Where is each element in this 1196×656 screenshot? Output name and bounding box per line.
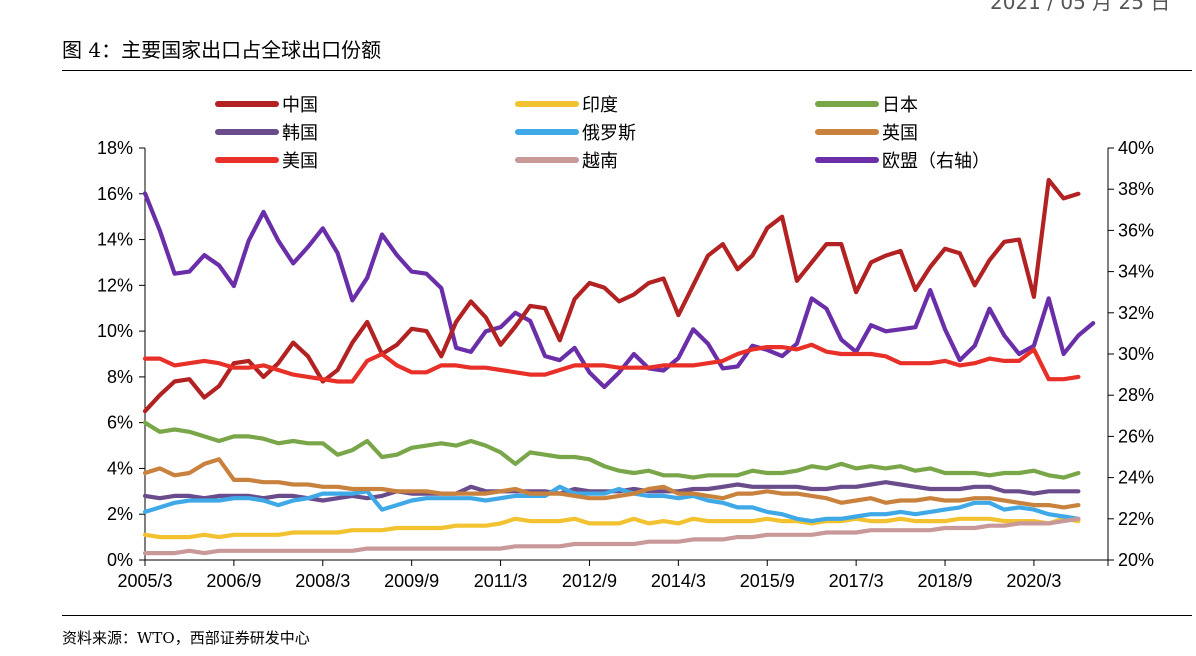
left-tick-label: 6% <box>107 413 133 433</box>
series-line-欧盟（右轴） <box>142 191 1096 390</box>
x-tick-label: 2015/9 <box>740 571 795 591</box>
x-tick-label: 2011/3 <box>474 571 528 591</box>
figure-title: 图 4：主要国家出口占全球出口份额 <box>62 38 382 62</box>
title-divider <box>62 70 1192 71</box>
x-tick-label: 2020/3 <box>1006 571 1061 591</box>
right-tick-label: 34% <box>1118 262 1154 282</box>
x-tick-label: 2018/9 <box>917 571 972 591</box>
right-tick-label: 32% <box>1118 303 1154 323</box>
x-tick-label: 2005/3 <box>117 571 172 591</box>
right-tick-label: 24% <box>1118 468 1154 488</box>
chart-lines <box>142 177 1096 556</box>
right-tick-label: 28% <box>1118 385 1154 405</box>
legend-label: 日本 <box>882 95 918 116</box>
series-line-中国 <box>142 177 1081 414</box>
legend-label: 俄罗斯 <box>582 123 636 144</box>
right-tick-label: 38% <box>1118 179 1154 199</box>
left-tick-label: 16% <box>97 184 133 204</box>
x-tick-label: 2017/3 <box>829 571 884 591</box>
right-tick-label: 36% <box>1118 220 1154 240</box>
right-tick-label: 40% <box>1118 138 1154 158</box>
legend-label: 英国 <box>882 123 918 144</box>
left-tick-label: 0% <box>107 550 133 570</box>
right-tick-label: 26% <box>1118 426 1154 446</box>
left-tick-label: 10% <box>97 321 133 341</box>
legend-label: 欧盟（右轴） <box>882 151 990 172</box>
source-divider <box>62 615 1192 616</box>
header-date: 2021 / 05 月 25 日 <box>990 0 1171 14</box>
x-tick-label: 2009/9 <box>384 571 439 591</box>
x-tick-label: 2012/9 <box>562 571 617 591</box>
series-line-俄罗斯 <box>142 484 1081 524</box>
legend-label: 印度 <box>582 95 618 116</box>
source-note: 资料来源：WTO，西部证券研发中心 <box>62 629 310 647</box>
right-tick-label: 22% <box>1118 509 1154 529</box>
legend-label: 美国 <box>282 151 318 172</box>
chart-axes: 0% 2% 4% 6% 8% 10% 12% 14% 16% 18% 20% 22% 24% 26% 28%… <box>97 138 1154 591</box>
x-tick-label: 2006/9 <box>206 571 261 591</box>
x-tick-label: 2014/3 <box>651 571 706 591</box>
left-tick-label: 14% <box>97 230 133 250</box>
series-line-越南 <box>142 516 1081 556</box>
right-tick-label: 20% <box>1118 550 1154 570</box>
legend-label: 韩国 <box>282 123 318 144</box>
legend-label: 越南 <box>582 151 618 172</box>
right-tick-label: 30% <box>1118 344 1154 364</box>
left-tick-label: 12% <box>97 275 133 295</box>
left-tick-label: 18% <box>97 138 133 158</box>
series-line-美国 <box>142 342 1081 384</box>
export-share-line-chart: 0% 2% 4% 6% 8% 10% 12% 14% 16% 18% 20% 22% 24% 26% 28%… <box>97 95 1154 591</box>
left-tick-label: 8% <box>107 367 133 387</box>
legend-label: 中国 <box>282 95 318 116</box>
left-tick-label: 4% <box>107 458 133 478</box>
series-line-印度 <box>142 516 1081 540</box>
left-tick-label: 2% <box>107 504 133 524</box>
x-tick-label: 2008/3 <box>295 571 350 591</box>
series-line-日本 <box>142 420 1081 480</box>
series-line-英国 <box>142 457 1081 510</box>
